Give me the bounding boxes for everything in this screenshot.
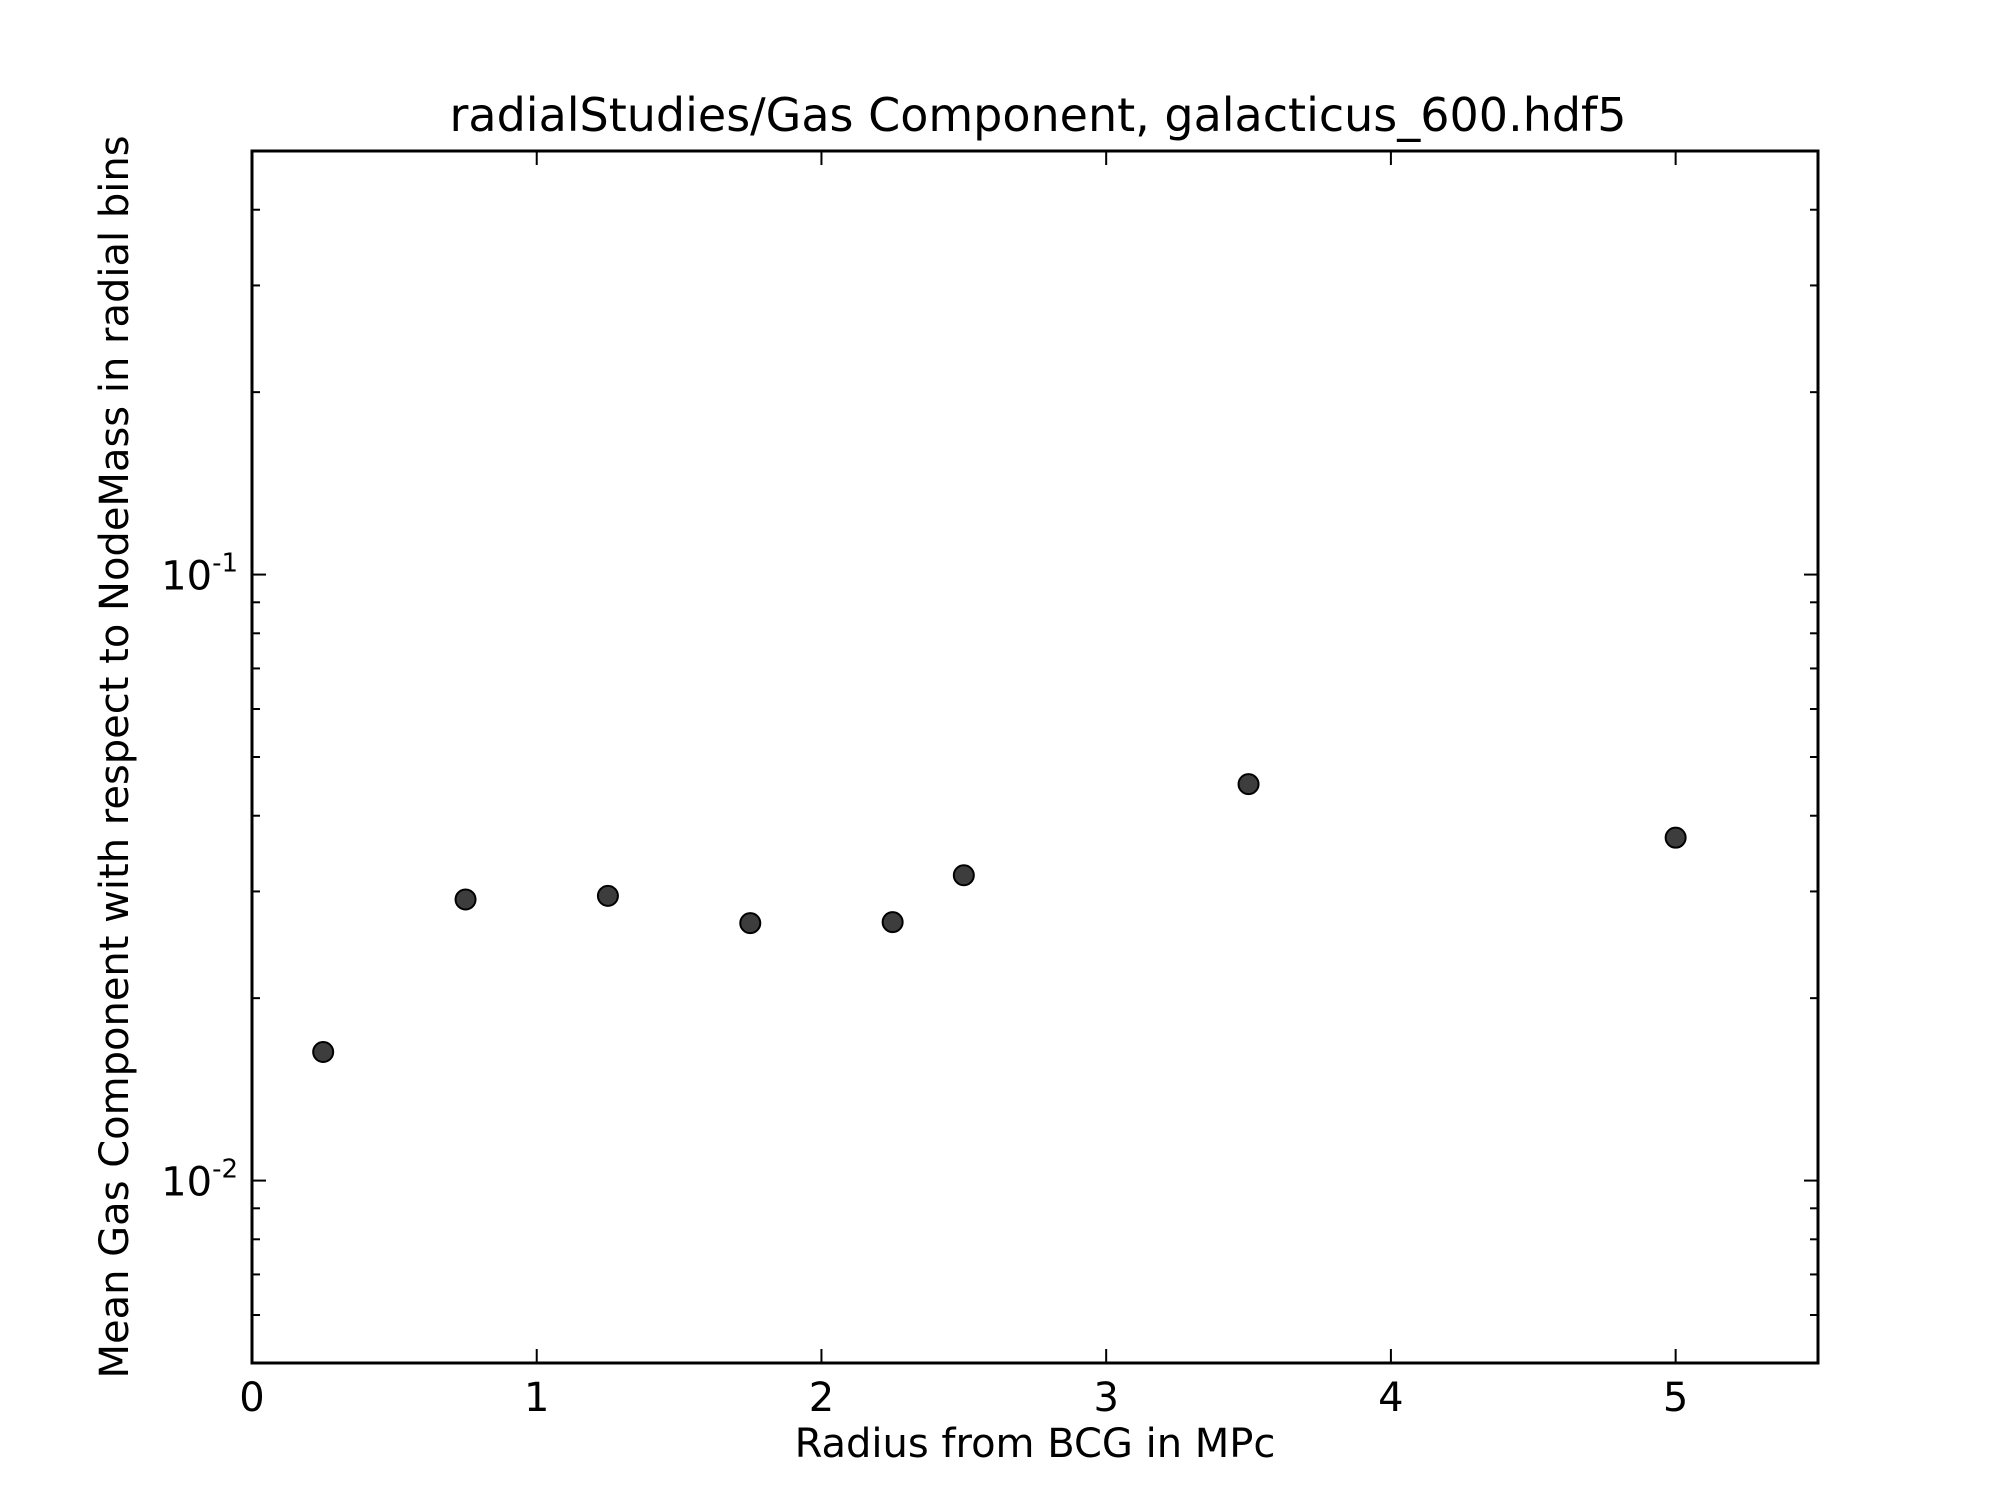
axis-ticks — [251, 150, 1818, 1364]
y-tick-label: 10-2 — [161, 1155, 238, 1206]
y-tick-label-base: 10 — [161, 1160, 212, 1206]
x-tick-label: 1 — [524, 1375, 549, 1421]
y-tick-label-exponent: -2 — [212, 1155, 238, 1185]
y-tick-label-exponent: -1 — [212, 549, 238, 579]
data-points — [312, 773, 1687, 1063]
data-point — [1237, 773, 1260, 796]
data-point — [454, 888, 477, 911]
x-tick-label: 4 — [1378, 1375, 1403, 1421]
data-point — [312, 1040, 335, 1063]
y-tick-label-base: 10 — [161, 554, 212, 600]
y-axis-label: Mean Gas Component with respect to NodeM… — [92, 135, 138, 1378]
data-point — [952, 864, 975, 887]
plot-frame — [250, 149, 1820, 1365]
y-tick-label: 10-1 — [161, 549, 238, 600]
x-axis-label: Radius from BCG in MPc — [795, 1421, 1276, 1467]
axis-tick-labels: 0 1 2 3 4 510-210-1 — [161, 549, 1688, 1421]
x-tick-label: 3 — [1093, 1375, 1118, 1421]
data-point — [596, 884, 619, 907]
x-tick-label: 0 — [239, 1375, 264, 1421]
data-point — [1664, 826, 1687, 849]
chart-title: radialStudies/Gas Component, galacticus_… — [449, 88, 1626, 142]
data-point — [881, 911, 904, 934]
x-tick-label: 2 — [809, 1375, 834, 1421]
data-point — [739, 912, 762, 935]
x-tick-label: 5 — [1663, 1375, 1688, 1421]
